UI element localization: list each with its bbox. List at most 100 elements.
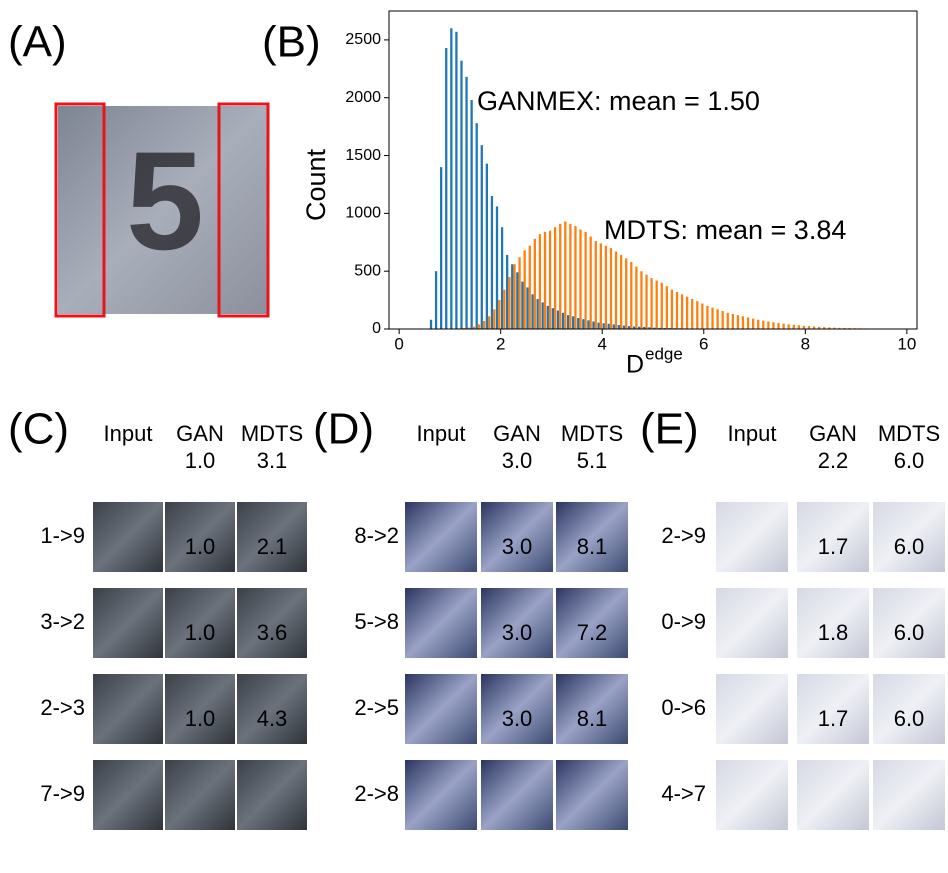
histogram-bar (445, 48, 447, 329)
x-tick-label: 2 (496, 334, 505, 353)
histogram-bar (521, 282, 523, 329)
digit-image (405, 674, 477, 744)
histogram-bar (595, 241, 597, 329)
histogram-bar (430, 320, 432, 329)
histogram-bar (526, 287, 528, 329)
digit-image (405, 588, 477, 658)
row-label: 4->7 (661, 781, 706, 806)
histogram-bar (534, 239, 536, 329)
histogram-bar (696, 301, 698, 329)
histogram-bar (592, 321, 594, 329)
score: 4.3 (257, 706, 288, 731)
histogram-bar (486, 164, 488, 329)
y-tick-label: 0 (372, 320, 381, 337)
digit-image (797, 760, 869, 830)
x-tick-label: 10 (897, 334, 916, 353)
histogram-bar (440, 167, 442, 329)
digit-image (237, 760, 307, 830)
histogram-bar (666, 286, 668, 329)
histogram-bar (518, 257, 520, 329)
digit-image (405, 760, 477, 830)
histogram-bar (793, 325, 795, 329)
histogram-bar (542, 302, 544, 329)
histogram-bar (498, 300, 500, 329)
y-tick-label: 2000 (345, 89, 381, 106)
y-tick-label: 1000 (345, 205, 381, 222)
score: 1.0 (185, 620, 216, 645)
score: 2.2 (818, 448, 849, 473)
histogram-bar (488, 316, 490, 329)
histogram-bar (569, 224, 571, 329)
score: 2.1 (257, 534, 288, 559)
figure: (A) 5 (B) 050010001500200025000246810Cou… (0, 0, 948, 873)
score: 1.0 (185, 706, 216, 731)
histogram-bar (711, 308, 713, 329)
y-tick-label: 1500 (345, 147, 381, 164)
histogram-bar (587, 320, 589, 329)
column-header: Input (728, 421, 777, 446)
histogram-bar (493, 309, 495, 329)
digit-image (93, 674, 163, 744)
histogram-bar (564, 221, 566, 329)
column-header: Input (417, 421, 466, 446)
histogram-bar (577, 318, 579, 329)
score: 3.0 (502, 448, 533, 473)
histogram-bar (450, 28, 452, 329)
score: 8.1 (577, 534, 608, 559)
histogram-bar (557, 310, 559, 329)
column-header: GAN (493, 421, 541, 446)
column-header: MDTS (561, 421, 623, 446)
histogram-bar (478, 324, 480, 329)
column-header: GAN (809, 421, 857, 446)
y-tick-label: 500 (354, 262, 381, 279)
digit-image (405, 502, 477, 572)
score: 1.7 (818, 706, 849, 731)
histogram-bar (788, 324, 790, 329)
score: 1.7 (818, 534, 849, 559)
score: 8.1 (577, 706, 608, 731)
histogram-bar (782, 324, 784, 329)
histogram-bar (481, 145, 483, 329)
score: 1.0 (185, 448, 216, 473)
score: 6.0 (894, 706, 925, 731)
histogram-bar (511, 264, 513, 329)
digit-image (481, 760, 553, 830)
histogram-bar (582, 319, 584, 329)
histogram-bar (661, 283, 663, 329)
histogram-bar (747, 317, 749, 329)
plot-frame (389, 11, 917, 329)
histogram-bar (676, 292, 678, 329)
score: 3.0 (502, 620, 533, 645)
row-label: 2->5 (354, 695, 399, 720)
score: 6.0 (894, 534, 925, 559)
score: 3.0 (502, 534, 533, 559)
histogram-bar (536, 299, 538, 329)
score: 6.0 (894, 448, 925, 473)
histogram-bar (574, 226, 576, 329)
histogram-bar (732, 314, 734, 329)
histogram-bar (608, 324, 610, 329)
histogram-bar (435, 271, 437, 329)
score: 1.8 (818, 620, 849, 645)
row-label: 5->8 (354, 609, 399, 634)
histogram-bar (506, 255, 508, 329)
panel-label: (A) (8, 18, 67, 67)
histogram-bar (465, 77, 467, 329)
panel-label: (E) (640, 405, 699, 454)
panel-label: (D) (313, 405, 374, 454)
histogram-bar (625, 258, 627, 329)
histogram-bar (590, 236, 592, 329)
histogram-bar (552, 308, 554, 329)
histogram-bar (681, 294, 683, 329)
row-label: 8->2 (354, 523, 399, 548)
histogram-bar (455, 32, 457, 329)
histogram-bar (572, 316, 574, 329)
histogram-bar (513, 264, 515, 329)
row-label: 1->9 (40, 523, 85, 548)
digit-image (93, 588, 163, 658)
histogram-bar (686, 297, 688, 329)
histogram-bar (476, 123, 478, 329)
histogram-bar (623, 326, 625, 329)
score: 7.2 (577, 620, 608, 645)
histogram-bar (767, 321, 769, 329)
